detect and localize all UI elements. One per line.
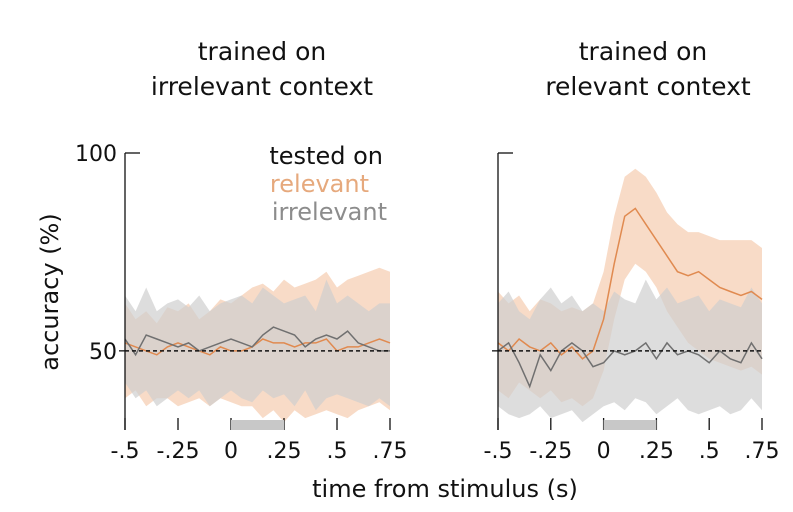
right-panel-title-line-2: relevant context [545, 72, 751, 101]
right-stimulus-bar [603, 420, 657, 430]
right-irrelevant-mean-line [497, 341, 763, 389]
right-irrelevant-error-band [498, 279, 762, 423]
left-y-tick-label: 50 [89, 340, 117, 365]
left-x-tick-label: .75 [373, 439, 408, 464]
left-panel-plot: 50 100 -.5 -.25 0 .25 .5 .75 [75, 142, 408, 464]
right-panel-plot: -.5 -.25 0 .25 .5 .75 [484, 152, 780, 464]
left-x-tick-label: .25 [267, 439, 302, 464]
right-x-tick-label: -.5 [484, 439, 513, 464]
right-panel-title-line-1: trained on [579, 37, 708, 66]
left-stimulus-bar [231, 420, 284, 430]
left-x-tick-label: -.5 [111, 439, 140, 464]
left-relevant-mean-line [124, 338, 391, 356]
right-x-tick-label: -.25 [529, 439, 572, 464]
right-x-tick-label: 0 [597, 439, 611, 464]
left-x-tick-label: -.25 [157, 439, 200, 464]
left-x-tick-label: .5 [327, 439, 348, 464]
right-x-tick-label: .75 [745, 439, 780, 464]
legend-entry-irrelevant: irrelevant [272, 198, 387, 226]
right-relevant-mean-line [497, 207, 763, 360]
left-x-tick-label: 0 [224, 439, 238, 464]
legend-entry-relevant: relevant [270, 170, 369, 198]
right-x-tick-label: .25 [639, 439, 674, 464]
right-x-tick-label: .5 [699, 439, 720, 464]
left-irrelevant-mean-line [124, 326, 390, 357]
left-y-tick-label: 100 [75, 142, 117, 167]
left-panel-title-line-2: irrelevant context [151, 72, 373, 101]
legend-title: tested on [269, 142, 383, 170]
y-axis-label: accuracy (%) [36, 213, 64, 370]
left-panel-title-line-1: trained on [198, 37, 327, 66]
x-axis-label: time from stimulus (s) [312, 475, 578, 503]
left-irrelevant-error-band [125, 279, 390, 411]
